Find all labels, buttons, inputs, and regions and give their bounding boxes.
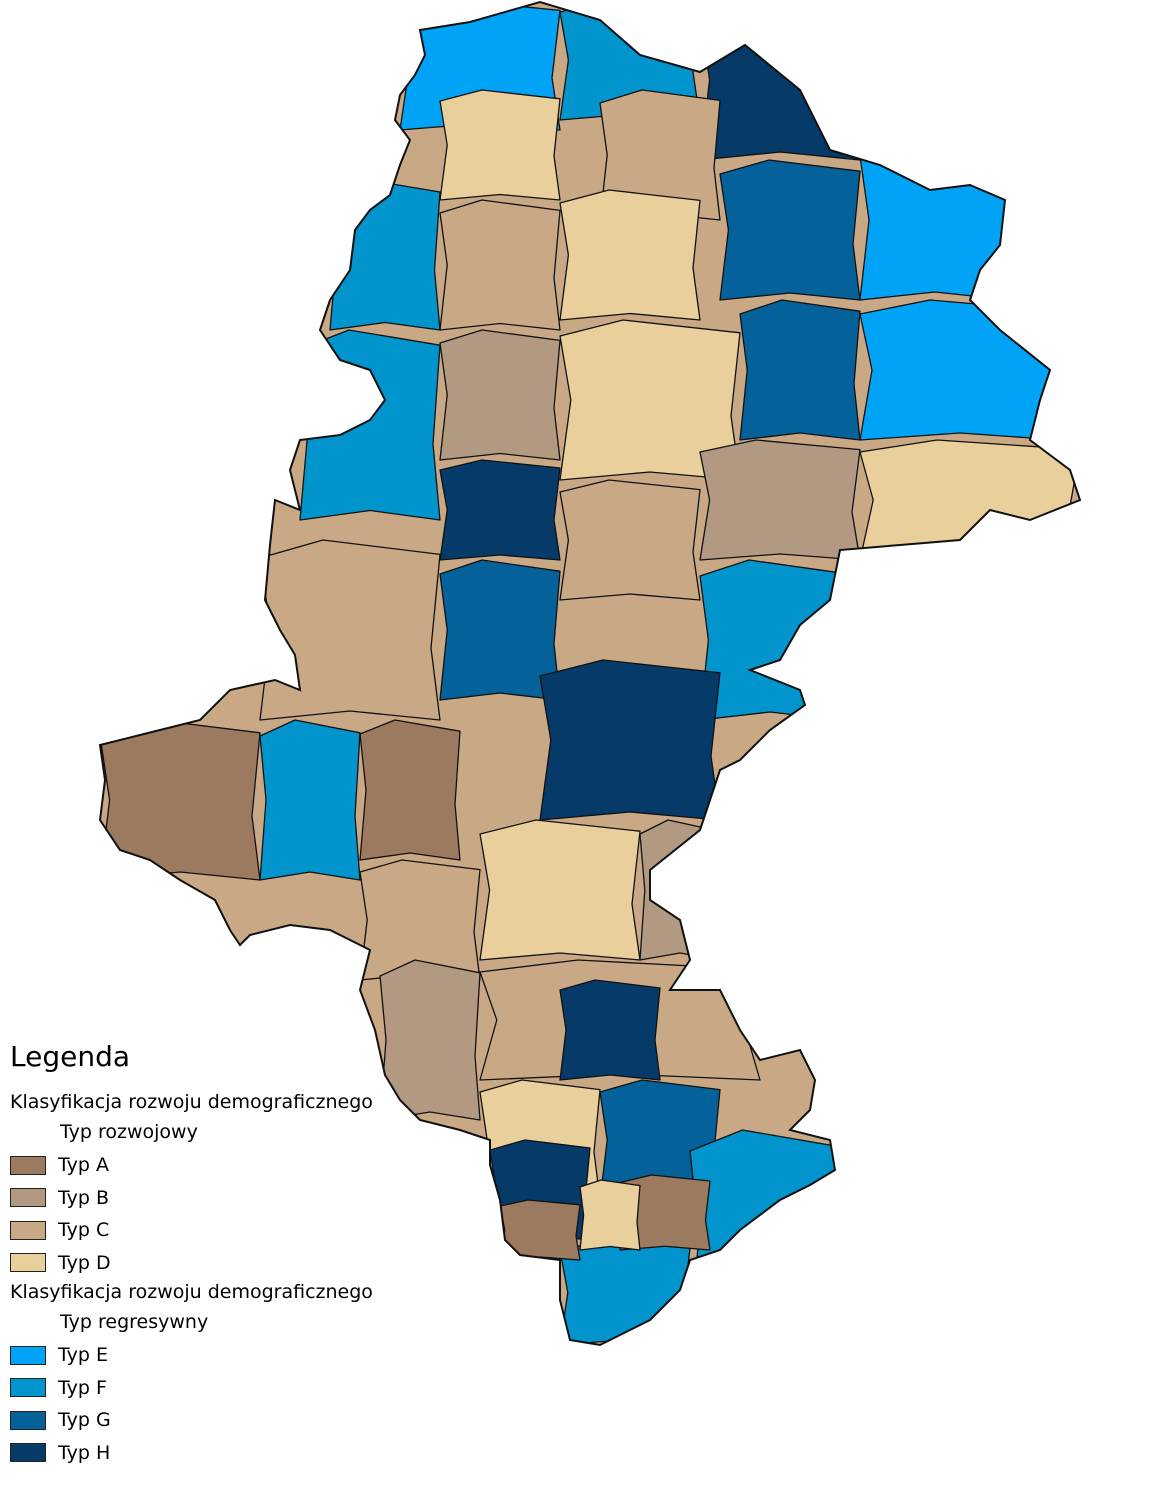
map-region [859,299,1061,441]
legend-item-typ-e: Typ E [10,1339,430,1372]
map-region [329,179,441,331]
map-region [559,189,701,321]
map-region [689,1129,841,1341]
legend-group-subheading: Typ regresywny [60,1311,209,1333]
legend-label: Typ B [58,1186,110,1209]
legend-group-heading: Klasyfikacja rozwoju demograficznego [10,1091,373,1113]
legend-item-typ-g: Typ G [10,1404,430,1437]
map-region [259,539,441,721]
legend: Legenda Klasyfikacja rozwoju demograficz… [10,1040,430,1469]
legend-item-typ-c: Typ C [10,1214,430,1247]
map-region [539,659,721,821]
map-region [719,159,861,301]
legend-swatch [10,1345,46,1365]
legend-group-regresywny: Klasyfikacja rozwoju demograficznego Typ… [10,1281,430,1469]
map-region [699,2,861,161]
legend-label: Typ A [58,1154,109,1177]
legend-group-rozwojowy: Klasyfikacja rozwoju demograficznego Typ… [10,1091,430,1279]
legend-item-typ-f: Typ F [10,1372,430,1405]
legend-label: Typ D [58,1251,111,1274]
legend-swatch [10,1410,46,1430]
map-region [499,1199,581,1261]
legend-label: Typ C [58,1219,110,1242]
legend-item-typ-d: Typ D [10,1247,430,1280]
map-region [439,89,561,201]
map-region [259,719,361,881]
legend-label: Typ E [58,1344,108,1367]
legend-group-subheading: Typ rozwojowy [60,1121,198,1143]
legend-swatch [10,1188,46,1208]
map-region [439,459,561,561]
map-region [639,819,721,961]
legend-swatch [10,1155,46,1175]
map-region [859,439,1080,561]
legend-label: Typ G [58,1409,111,1432]
map-region [479,819,641,961]
legend-swatch [10,1220,46,1240]
map-region [859,139,1011,301]
map-region [359,719,461,861]
map-region [559,979,661,1081]
map-region [439,329,561,461]
legend-label: Typ H [58,1441,111,1464]
map-region [739,299,861,441]
map-region [699,439,861,561]
map-region [100,719,261,881]
legend-swatch [10,1378,46,1398]
legend-swatch [10,1443,46,1463]
legend-item-typ-h: Typ H [10,1437,430,1470]
legend-group-heading: Klasyfikacja rozwoju demograficznego [10,1281,373,1303]
legend-label: Typ F [58,1376,107,1399]
map-region [439,199,561,331]
map-region [579,1179,641,1251]
legend-title: Legenda [10,1040,131,1073]
map-region [599,89,721,221]
map-region [559,479,701,601]
legend-item-typ-b: Typ B [10,1182,430,1215]
legend-swatch [10,1253,46,1273]
map-region [299,329,441,521]
legend-item-typ-a: Typ A [10,1149,430,1182]
map-region [699,559,841,721]
